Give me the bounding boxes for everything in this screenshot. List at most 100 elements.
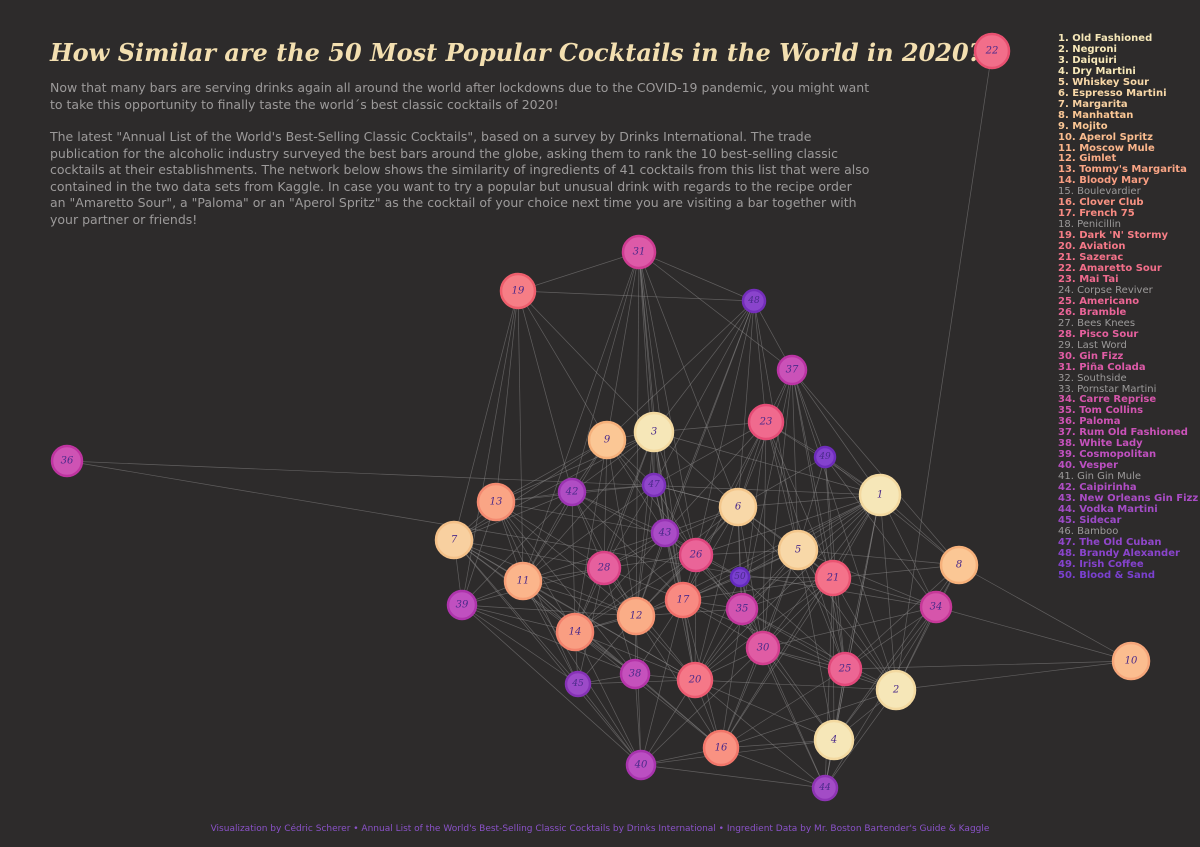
- edge-8-5: [797, 549, 960, 566]
- edge-37-2: [791, 369, 897, 691]
- edge-43-35: [664, 532, 743, 610]
- node-label-23: 23: [759, 417, 773, 428]
- edge-45-40: [577, 683, 642, 766]
- legend-item-34: 34. Carre Reprise: [1058, 394, 1157, 406]
- edge-43-14: [574, 532, 666, 633]
- edge-1-16: [720, 494, 881, 749]
- node-3[interactable]: 3: [633, 411, 675, 453]
- edge-48-23: [753, 300, 767, 423]
- edge-20-44: [694, 679, 826, 789]
- node-43[interactable]: 43: [650, 518, 680, 548]
- node-34[interactable]: 34: [919, 590, 953, 624]
- node-1[interactable]: 1: [858, 473, 902, 517]
- node-circle-39: [446, 589, 478, 621]
- node-circle-50: [729, 566, 751, 588]
- legend-item-22: 22. Amaretto Sour: [1058, 263, 1162, 275]
- node-11[interactable]: 11: [503, 561, 543, 601]
- legend-item-17: 17. French 75: [1058, 208, 1135, 220]
- node-42[interactable]: 42: [557, 477, 587, 507]
- node-13[interactable]: 13: [476, 482, 516, 522]
- edge-19-7: [453, 290, 519, 541]
- legend-item-42: 42. Caipirinha: [1058, 482, 1137, 494]
- legend-item-32: 32. Southside: [1058, 372, 1127, 384]
- legend-item-8: 8. Manhattan: [1058, 109, 1134, 121]
- legend-item-19: 19. Dark 'N' Stormy: [1058, 230, 1169, 242]
- node-22[interactable]: 22: [973, 32, 1011, 70]
- node-14[interactable]: 14: [555, 612, 595, 652]
- node-17[interactable]: 17: [664, 581, 702, 619]
- node-circle-19: [499, 272, 537, 310]
- node-circle-42: [557, 477, 587, 507]
- node-38[interactable]: 38: [619, 658, 651, 690]
- node-20[interactable]: 20: [676, 661, 714, 699]
- edge-50-20: [694, 576, 741, 681]
- legend-item-39: 39. Cosmopolitan: [1058, 449, 1157, 461]
- network-nodes: 1234567891011121314161719202122232526283…: [50, 32, 1151, 802]
- node-28[interactable]: 28: [586, 550, 622, 586]
- node-4[interactable]: 4: [813, 719, 855, 761]
- node-2[interactable]: 2: [875, 669, 917, 711]
- node-30[interactable]: 30: [745, 630, 781, 666]
- node-label-16: 16: [715, 743, 728, 754]
- edge-31-48: [638, 251, 755, 302]
- edge-49-34: [824, 456, 937, 608]
- node-9[interactable]: 9: [587, 420, 627, 460]
- node-circle-40: [625, 749, 657, 781]
- node-19[interactable]: 19: [499, 272, 537, 310]
- legend-item-13: 13. Tommy's Margarita: [1058, 164, 1187, 176]
- legend-item-20: 20. Aviation: [1058, 241, 1126, 253]
- edge-47-11: [522, 484, 655, 582]
- node-circle-21: [814, 559, 852, 597]
- node-5[interactable]: 5: [777, 529, 819, 571]
- node-circle-30: [745, 630, 781, 666]
- node-10[interactable]: 10: [1111, 641, 1151, 681]
- edge-37-1: [791, 369, 881, 496]
- edge-13-28: [495, 501, 605, 569]
- edge-48-12: [635, 300, 755, 617]
- node-23[interactable]: 23: [747, 403, 785, 441]
- node-31[interactable]: 31: [621, 234, 657, 270]
- node-16[interactable]: 16: [702, 729, 740, 767]
- node-label-43: 43: [658, 528, 672, 539]
- edge-10-2: [895, 660, 1132, 691]
- edge-42-14: [571, 491, 576, 633]
- edge-39-38: [461, 604, 636, 675]
- edge-2-21: [832, 577, 897, 691]
- node-45[interactable]: 45: [564, 670, 592, 698]
- node-39[interactable]: 39: [446, 589, 478, 621]
- node-35[interactable]: 35: [725, 592, 759, 626]
- node-21[interactable]: 21: [814, 559, 852, 597]
- node-label-5: 5: [795, 545, 801, 556]
- node-50[interactable]: 50: [729, 566, 751, 588]
- legend-item-37: 37. Rum Old Fashioned: [1058, 427, 1188, 439]
- edge-1-26: [695, 494, 881, 556]
- edge-35-25: [741, 608, 846, 670]
- node-26[interactable]: 26: [678, 537, 714, 573]
- node-47[interactable]: 47: [641, 472, 667, 498]
- node-36[interactable]: 36: [50, 444, 84, 478]
- edge-9-14: [574, 439, 608, 633]
- edge-38-16: [634, 673, 722, 749]
- edge-13-38: [495, 501, 636, 675]
- node-label-14: 14: [569, 627, 582, 638]
- edge-37-21: [791, 369, 834, 579]
- edge-1-6: [737, 494, 881, 508]
- node-40[interactable]: 40: [625, 749, 657, 781]
- node-48[interactable]: 48: [741, 288, 767, 314]
- edge-19-9: [517, 290, 608, 441]
- node-6[interactable]: 6: [718, 487, 758, 527]
- node-8[interactable]: 8: [939, 545, 979, 585]
- edge-19-11: [517, 290, 524, 582]
- edge-37-49: [791, 369, 826, 458]
- node-37[interactable]: 37: [776, 354, 808, 386]
- edge-50-25: [739, 576, 846, 670]
- node-label-13: 13: [490, 497, 503, 508]
- edge-14-20: [574, 631, 696, 681]
- node-7[interactable]: 7: [434, 520, 474, 560]
- edge-8-25: [844, 564, 960, 670]
- node-12[interactable]: 12: [616, 596, 656, 636]
- node-label-19: 19: [512, 286, 525, 297]
- node-25[interactable]: 25: [827, 651, 863, 687]
- node-49[interactable]: 49: [813, 445, 837, 469]
- node-44[interactable]: 44: [811, 774, 839, 802]
